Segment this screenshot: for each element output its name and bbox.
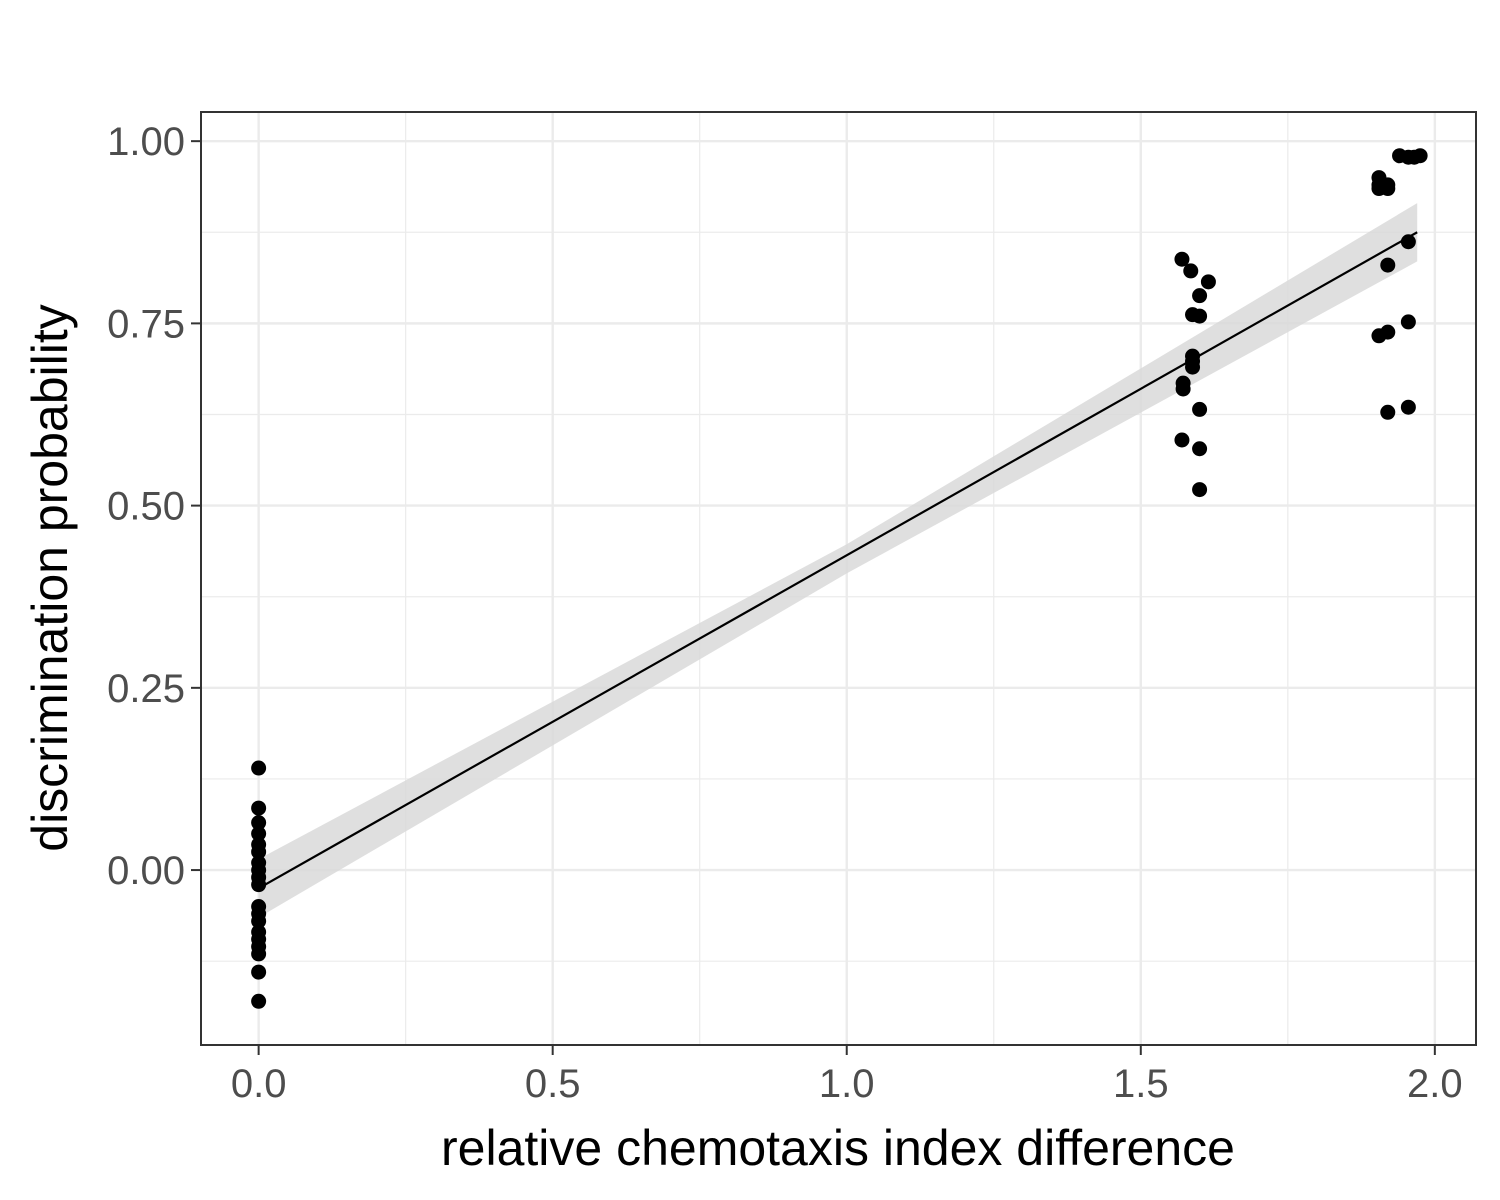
- data-point: [251, 913, 267, 929]
- data-point: [251, 877, 267, 893]
- data-point: [1200, 274, 1216, 290]
- data-point: [251, 800, 267, 816]
- data-point: [1174, 432, 1190, 448]
- plot-border: [200, 111, 1477, 1046]
- data-point: [1192, 441, 1208, 457]
- plot-panel: [201, 112, 1476, 1045]
- y-tick-label: 0.25: [107, 667, 185, 711]
- data-point: [1192, 288, 1208, 304]
- data-point: [1192, 308, 1208, 324]
- x-axis-title: relative chemotaxis index difference: [441, 1120, 1235, 1176]
- x-tick-label: 1.0: [819, 1062, 875, 1106]
- data-point: [1175, 381, 1191, 397]
- data-point: [1412, 148, 1428, 164]
- data-point: [1400, 234, 1416, 250]
- data-point: [1183, 263, 1199, 279]
- fit-line-layer: [258, 231, 1418, 890]
- data-point: [1380, 404, 1396, 420]
- data-point: [251, 964, 267, 980]
- y-tick-label: 0.50: [107, 485, 185, 529]
- x-tick-label: 2.0: [1407, 1062, 1463, 1106]
- y-tick-label: 1.00: [107, 120, 185, 164]
- data-point: [1400, 314, 1416, 330]
- fit-line: [258, 231, 1418, 890]
- data-point: [251, 946, 267, 962]
- data-point: [251, 815, 267, 831]
- data-point: [1380, 181, 1396, 197]
- data-point: [1400, 399, 1416, 415]
- data-points: [251, 148, 1428, 1009]
- data-point: [1185, 359, 1201, 375]
- y-axis-ticks: 0.00 0.25 0.50 0.75 1.00: [107, 120, 201, 893]
- data-point: [251, 844, 267, 860]
- data-point: [251, 760, 267, 776]
- y-tick-label: 0.75: [107, 302, 185, 346]
- x-axis-ticks: 0.0 0.5 1.0 1.5 2.0: [231, 1045, 1463, 1106]
- y-tick-label: 0.00: [107, 849, 185, 893]
- data-point: [251, 826, 267, 842]
- y-axis-title: discrimination probability: [22, 304, 78, 851]
- x-tick-label: 0.0: [231, 1062, 287, 1106]
- data-point: [1192, 401, 1208, 417]
- data-point: [1371, 328, 1387, 344]
- data-point: [1192, 482, 1208, 498]
- data-point: [251, 993, 267, 1009]
- data-point: [1174, 251, 1190, 267]
- data-point: [1380, 257, 1396, 273]
- x-tick-label: 1.5: [1113, 1062, 1169, 1106]
- x-tick-label: 0.5: [525, 1062, 581, 1106]
